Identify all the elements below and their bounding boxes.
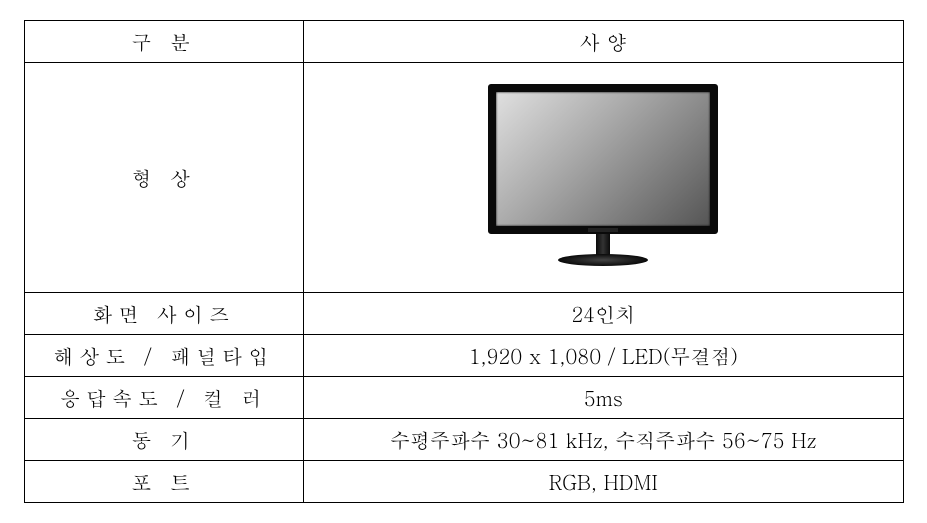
monitor-stand: [558, 254, 648, 266]
row-value-cell: 수평주파수 30~81 kHz, 수직주파수 56~75 Hz: [304, 419, 903, 461]
row-label: 화면 사이즈: [92, 299, 235, 328]
row-label: 동 기: [131, 425, 196, 454]
row-value: 1,920 x 1,080 / LED(무결점): [469, 341, 738, 370]
row-value: 5ms: [584, 383, 623, 412]
row-label-cell: 형 상: [24, 63, 304, 293]
table-row: 형 상: [24, 63, 903, 293]
monitor-icon: [488, 84, 718, 266]
table-row: 응답속도 / 컬 러 5ms: [24, 377, 903, 419]
row-label: 응답속도 / 컬 러: [60, 383, 267, 412]
row-label-cell: 해상도 / 패널타입: [24, 335, 304, 377]
table-row: 화면 사이즈 24인치: [24, 293, 903, 335]
monitor-brand-strip: [588, 228, 618, 232]
header-label-cell: 구 분: [24, 21, 304, 63]
row-value-cell: 24인치: [304, 293, 903, 335]
table-row: 동 기 수평주파수 30~81 kHz, 수직주파수 56~75 Hz: [24, 419, 903, 461]
row-label-cell: 포 트: [24, 461, 304, 503]
row-value-cell: 1,920 x 1,080 / LED(무결점): [304, 335, 903, 377]
table-header-row: 구 분 사 양: [24, 21, 903, 63]
row-label-cell: 응답속도 / 컬 러: [24, 377, 304, 419]
row-label: 형 상: [131, 163, 196, 192]
row-image-cell: [304, 63, 903, 293]
row-label: 해상도 / 패널타입: [53, 341, 274, 370]
row-label-cell: 화면 사이즈: [24, 293, 304, 335]
table-row: 해상도 / 패널타입 1,920 x 1,080 / LED(무결점): [24, 335, 903, 377]
header-label: 구 분: [131, 27, 196, 56]
table-row: 포 트 RGB, HDMI: [24, 461, 903, 503]
monitor-neck: [596, 234, 610, 256]
row-label: 포 트: [131, 467, 196, 496]
row-label-cell: 동 기: [24, 419, 304, 461]
header-value-cell: 사 양: [304, 21, 903, 63]
row-value: 수평주파수 30~81 kHz, 수직주파수 56~75 Hz: [390, 425, 817, 454]
header-value: 사 양: [580, 27, 627, 56]
spec-table: 구 분 사 양 형 상 화면 사이즈 24인치 해상도: [24, 20, 904, 503]
row-value-cell: RGB, HDMI: [304, 461, 903, 503]
row-value-cell: 5ms: [304, 377, 903, 419]
row-value: RGB, HDMI: [549, 467, 658, 496]
row-value: 24인치: [571, 299, 635, 328]
monitor-frame: [488, 84, 718, 234]
